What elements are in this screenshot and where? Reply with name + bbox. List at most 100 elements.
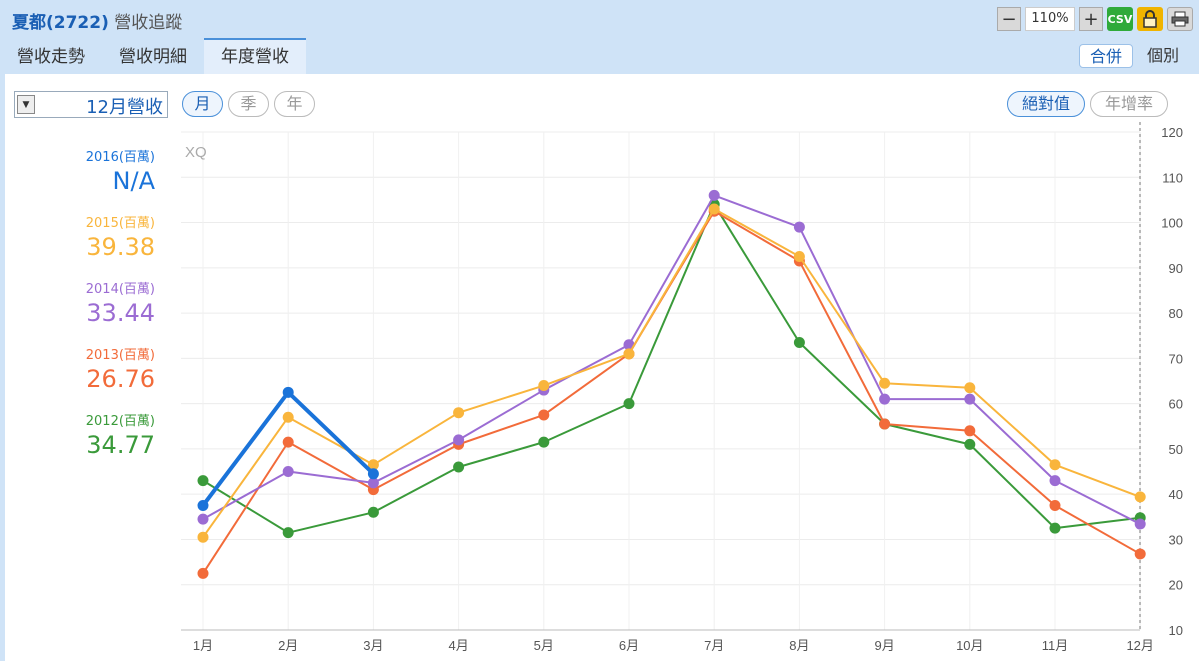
data-point: [453, 461, 465, 473]
individual-button[interactable]: 個別: [1146, 46, 1179, 65]
y-tick-label: 60: [1169, 397, 1183, 412]
minus-icon: −: [1001, 8, 1017, 30]
legend-label: 2014(百萬): [85, 282, 155, 297]
data-point: [793, 221, 805, 233]
legend-2015: 2015(百萬) 39.38: [5, 212, 155, 261]
period-month-button[interactable]: 月: [182, 91, 223, 117]
tab-annual-revenue[interactable]: 年度營收: [204, 38, 306, 74]
y-tick-label: 10: [1169, 623, 1183, 638]
data-point: [793, 337, 805, 349]
data-point: [282, 466, 294, 478]
dropdown-arrow-icon: ▼: [17, 95, 35, 114]
x-tick-label: 11月: [1042, 638, 1069, 653]
period-quarter-button[interactable]: 季: [228, 91, 269, 117]
y-tick-label: 50: [1169, 442, 1183, 457]
print-button[interactable]: [1167, 7, 1193, 31]
zoom-in-button[interactable]: +: [1079, 7, 1103, 31]
legend-value: 39.38: [86, 233, 155, 261]
data-point: [1134, 491, 1146, 503]
data-point: [1049, 475, 1061, 487]
data-point: [964, 425, 976, 437]
legend-value: 26.76: [86, 365, 155, 393]
watermark-label: XQ: [185, 144, 207, 161]
data-point: [538, 409, 550, 421]
data-point: [623, 348, 635, 360]
x-tick-label: 5月: [534, 638, 554, 653]
data-point: [453, 407, 465, 419]
data-point: [282, 436, 294, 448]
y-tick-label: 110: [1162, 170, 1183, 185]
lock-icon: [1143, 10, 1157, 28]
csv-export-button[interactable]: CSV: [1107, 7, 1133, 31]
zoom-out-button[interactable]: −: [997, 7, 1021, 31]
lock-button[interactable]: [1137, 7, 1163, 31]
x-tick-label: 2月: [278, 638, 298, 653]
y-tick-label: 100: [1161, 216, 1183, 231]
legend-value: 33.44: [86, 299, 155, 327]
period-year-button[interactable]: 年: [274, 91, 315, 117]
month-select[interactable]: ▼ 12月營收: [14, 91, 168, 118]
legend-2016: 2016(百萬) N/A: [5, 146, 155, 195]
chart-panel: ▼ 12月營收 月 季 年 絕對值 年增率 2016(百萬) N/A 2015(…: [5, 74, 1199, 661]
data-point: [623, 398, 635, 410]
y-tick-label: 40: [1169, 487, 1183, 502]
consolidated-button[interactable]: 合併: [1078, 44, 1133, 68]
data-point: [708, 203, 720, 215]
data-point: [879, 377, 891, 389]
x-tick-label: 3月: [363, 638, 383, 653]
month-select-value: 12月營收: [86, 97, 163, 118]
legend-label: 2012(百萬): [85, 414, 155, 429]
data-point: [282, 411, 294, 423]
tab-bar: 營收走勢 營收明細 年度營收: [0, 38, 306, 74]
legend-value: 34.77: [86, 431, 155, 459]
data-point: [1049, 500, 1061, 511]
y-tick-label: 30: [1169, 532, 1183, 547]
stock-name: 夏都(2722): [12, 13, 109, 33]
yoy-growth-button[interactable]: 年增率: [1090, 91, 1168, 117]
data-point: [197, 500, 209, 511]
data-point: [538, 380, 550, 392]
tab-revenue-detail[interactable]: 營收明細: [119, 47, 187, 67]
data-point: [793, 251, 805, 262]
legend-label: 2015(百萬): [85, 216, 155, 231]
y-tick-label: 20: [1169, 578, 1183, 593]
data-point: [197, 513, 209, 525]
series-line: [202, 194, 1141, 525]
data-point: [964, 382, 976, 394]
y-tick-label: 120: [1161, 125, 1183, 140]
data-point: [367, 459, 379, 471]
data-point: [197, 475, 209, 487]
legend-label: 2013(百萬): [85, 348, 155, 363]
data-point: [538, 436, 550, 448]
page-title-text: 營收追蹤: [114, 13, 183, 33]
x-tick-label: 4月: [448, 638, 468, 653]
x-tick-label: 9月: [874, 638, 894, 653]
series-line: [202, 207, 1141, 538]
printer-icon: [1171, 11, 1189, 27]
title-bar: 夏都(2722) 營收追蹤 − 110% + CSV: [0, 0, 1199, 38]
legend-2012: 2012(百萬) 34.77: [5, 410, 155, 459]
data-point: [1134, 548, 1146, 560]
data-point: [367, 468, 379, 480]
y-tick-label: 70: [1169, 351, 1183, 366]
data-point: [197, 567, 209, 579]
x-tick-label: 8月: [789, 638, 809, 653]
data-point: [708, 189, 720, 201]
data-point: [367, 477, 379, 489]
series-line: [202, 203, 1141, 534]
x-tick-label: 10月: [956, 638, 983, 653]
data-point: [879, 418, 891, 430]
data-point: [964, 393, 976, 405]
data-point: [1134, 518, 1146, 530]
toolbar: − 110% + CSV: [997, 7, 1193, 31]
data-point: [1049, 459, 1061, 471]
tab-revenue-trend[interactable]: 營收走勢: [17, 47, 85, 67]
x-tick-label: 1月: [193, 638, 213, 653]
data-point: [367, 506, 379, 518]
data-point: [453, 434, 465, 446]
absolute-value-button[interactable]: 絕對值: [1007, 91, 1085, 117]
data-point: [879, 393, 891, 405]
zoom-level: 110%: [1025, 7, 1075, 31]
y-tick-label: 90: [1169, 261, 1183, 276]
data-point: [197, 531, 209, 543]
